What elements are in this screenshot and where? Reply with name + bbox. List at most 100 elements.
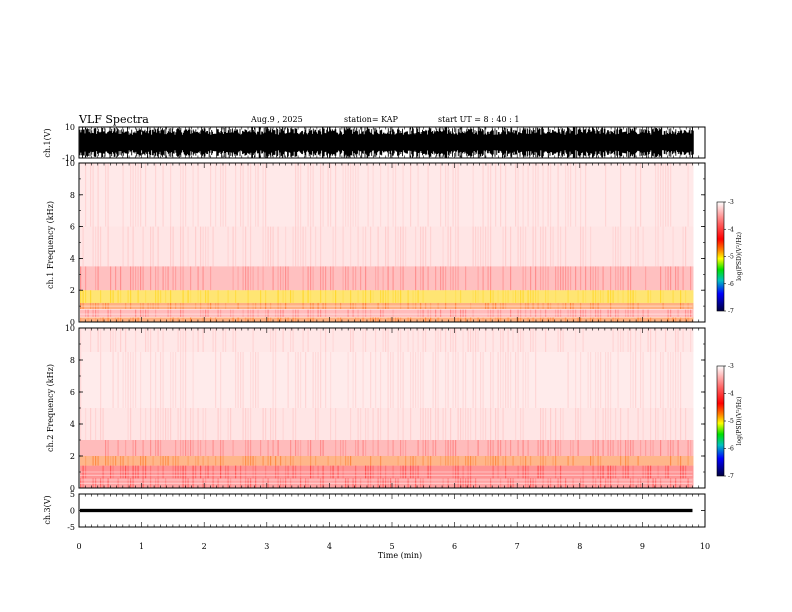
spectral-streak [602, 408, 604, 440]
spectral-streak [482, 408, 484, 440]
colorbar-tick-label: -7 [728, 308, 734, 315]
spectral-streak [507, 328, 509, 352]
spectral-streak [195, 456, 197, 466]
spectral-streak [555, 290, 557, 303]
spectral-streak [410, 352, 412, 408]
spectral-streak [500, 317, 502, 322]
spectral-streak [355, 266, 357, 291]
spectral-streak [545, 309, 547, 318]
spectral-streak [600, 352, 602, 408]
spectral-streak [105, 163, 107, 227]
spectral-streak [265, 163, 267, 227]
spectral-streak [595, 408, 597, 440]
spectral-streak [190, 290, 192, 303]
spectral-streak [560, 328, 562, 352]
spectral-streak [387, 408, 389, 440]
spectral-streak [632, 352, 634, 408]
spectral-streak [122, 456, 124, 466]
spectral-streak [540, 309, 542, 318]
spectral-streak [595, 352, 597, 408]
spectral-streak [175, 352, 177, 408]
spectral-streak [185, 163, 187, 227]
spectral-streak [672, 226, 674, 267]
spectral-streak [242, 309, 244, 318]
spectral-band [80, 309, 694, 318]
spectral-streak [170, 226, 172, 267]
x-tick-label: 3 [264, 542, 269, 551]
spectral-band [80, 408, 694, 440]
spectral-streak [162, 408, 164, 440]
spectral-streak [332, 266, 334, 291]
spectral-streak [305, 226, 307, 267]
spectral-streak [260, 440, 262, 456]
spectral-streak [490, 408, 492, 440]
spectral-streak [537, 440, 539, 456]
spectral-streak [535, 328, 537, 352]
spectral-streak [355, 317, 357, 322]
spectral-streak [122, 226, 124, 267]
spectral-streak [397, 456, 399, 466]
spectral-streak [652, 440, 654, 456]
spectral-streak [372, 440, 374, 456]
spectral-streak [202, 456, 204, 466]
spectral-streak [502, 456, 504, 466]
spectral-streak [382, 328, 384, 352]
spectral-streak [117, 440, 119, 456]
spectral-streak [540, 440, 542, 456]
spectral-streak [110, 290, 112, 303]
spectral-streak [677, 440, 679, 456]
spectral-streak [95, 266, 97, 291]
spectral-streak [320, 309, 322, 318]
spectral-streak [455, 266, 457, 291]
spectral-streak [685, 317, 687, 322]
spectral-streak [290, 290, 292, 303]
spectral-streak [180, 309, 182, 318]
spectral-streak [492, 328, 494, 352]
spectral-streak [617, 328, 619, 352]
spectral-streak [282, 266, 284, 291]
spectral-streak [192, 408, 194, 440]
spectral-streak [252, 328, 254, 352]
spectral-streak [632, 290, 634, 303]
spectral-streak [667, 309, 669, 318]
spectral-streak [262, 408, 264, 440]
spectral-streak [492, 456, 494, 466]
spectral-streak [592, 440, 594, 456]
spectral-streak [220, 440, 222, 456]
spectral-streak [325, 352, 327, 408]
spectral-streak [687, 440, 689, 456]
spectral-streak [602, 266, 604, 291]
spectral-streak [567, 290, 569, 303]
spectral-streak [112, 352, 114, 408]
spectral-streak [505, 163, 507, 227]
spectral-streak [290, 328, 292, 352]
spectral-streak [315, 352, 317, 408]
spectral-streak [265, 309, 267, 318]
spectral-streak [240, 163, 242, 227]
spectral-streak [312, 309, 314, 318]
spectral-streak [492, 440, 494, 456]
spectral-streak [372, 408, 374, 440]
spectral-streak [195, 226, 197, 267]
spectral-streak [155, 440, 157, 456]
spectral-streak [555, 408, 557, 440]
spectral-streak [362, 317, 364, 322]
spectral-streak [420, 352, 422, 408]
spectral-streak [80, 290, 82, 303]
spectral-streak [470, 317, 472, 322]
spectral-streak [585, 266, 587, 291]
spectral-streak [245, 226, 247, 267]
spectral-streak [600, 290, 602, 303]
spectral-streak [357, 317, 359, 322]
spectral-streak [670, 408, 672, 440]
spectral-streak [447, 352, 449, 408]
spectral-streak [472, 456, 474, 466]
spectral-streak [387, 163, 389, 227]
spectral-streak [512, 456, 514, 466]
spectral-streak [435, 408, 437, 440]
spectral-streak [255, 352, 257, 408]
spectral-streak [245, 317, 247, 322]
spectral-streak [182, 352, 184, 408]
spectral-streak [492, 290, 494, 303]
spectral-streak [580, 163, 582, 227]
